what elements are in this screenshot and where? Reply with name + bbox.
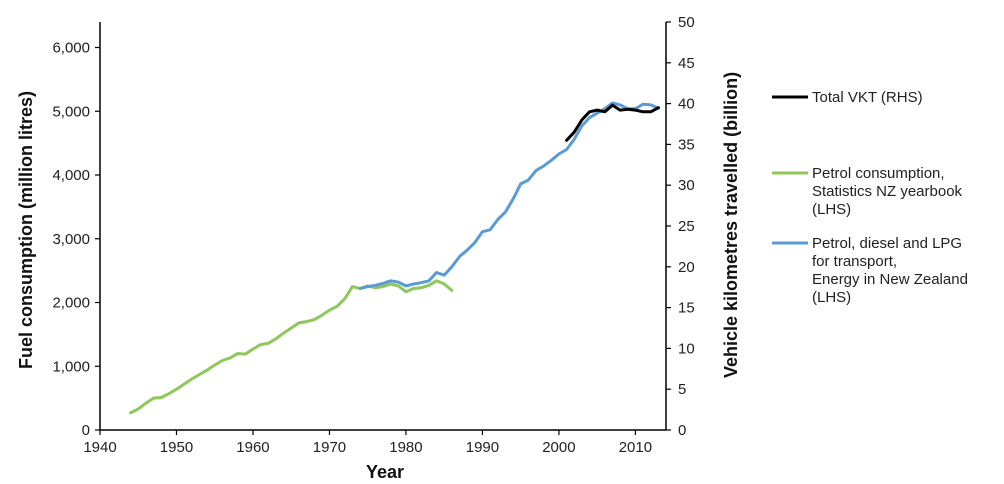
- x-tick-label: 2000: [542, 439, 575, 456]
- series-line: [565, 103, 660, 142]
- y-left-tick-label: 4,000: [52, 167, 90, 184]
- x-tick-label: 2010: [619, 439, 652, 456]
- legend-label: Total VKT (RHS): [812, 89, 923, 106]
- y-left-tick-label: 6,000: [52, 40, 90, 57]
- x-tick-label: 1950: [160, 439, 193, 456]
- y-right-tick-label: 10: [678, 340, 695, 357]
- y-right-tick-label: 35: [678, 136, 695, 153]
- y-left-tick-label: 1,000: [52, 358, 90, 375]
- legend-label: Statistics NZ yearbook: [812, 183, 963, 200]
- series-lines: [129, 101, 660, 415]
- y-right-tick-label: 5: [678, 381, 686, 398]
- legend-label: Petrol consumption,: [812, 165, 945, 182]
- x-tick-label: 1960: [236, 439, 269, 456]
- y-right-axis-title: Vehicle kilometres travelled (billion): [721, 72, 741, 378]
- x-tick-label: 1990: [466, 439, 499, 456]
- legend-label: Energy in New Zealand: [812, 271, 968, 288]
- y-right-tick-label: 20: [678, 259, 695, 276]
- y-right-tick-label: 0: [678, 422, 686, 439]
- y-right-tick-label: 30: [678, 177, 695, 194]
- y-left-tick-label: 5,000: [52, 103, 90, 120]
- y-left-tick-label: 2,000: [52, 295, 90, 312]
- x-tick-label: 1940: [83, 439, 116, 456]
- y-right-tick-label: 45: [678, 55, 695, 72]
- y-right-tick-label: 15: [678, 300, 695, 317]
- x-tick-label: 1980: [389, 439, 422, 456]
- legend: Total VKT (RHS) Petrol consumption,Statis…: [772, 89, 968, 306]
- y-left-tick-label: 3,000: [52, 231, 90, 248]
- y-right-tick-label: 25: [678, 218, 695, 235]
- legend-label: Petrol, diesel and LPG: [812, 235, 962, 252]
- y-left-axis-title: Fuel consumption (million litres): [16, 91, 36, 369]
- axes: 1940 1950 1960 1970 1980 1990 2000 201001,0002,…: [52, 14, 694, 456]
- series-line: [358, 101, 660, 290]
- legend-label: (LHS): [812, 289, 851, 306]
- series-line: [129, 279, 454, 415]
- y-left-tick-label: 0: [82, 422, 90, 439]
- y-right-tick-label: 40: [678, 96, 695, 113]
- x-axis-title: Year: [366, 462, 404, 482]
- legend-label: for transport,: [812, 253, 897, 270]
- x-tick-label: 1970: [313, 439, 346, 456]
- legend-label: (LHS): [812, 201, 851, 218]
- y-right-tick-label: 50: [678, 14, 695, 31]
